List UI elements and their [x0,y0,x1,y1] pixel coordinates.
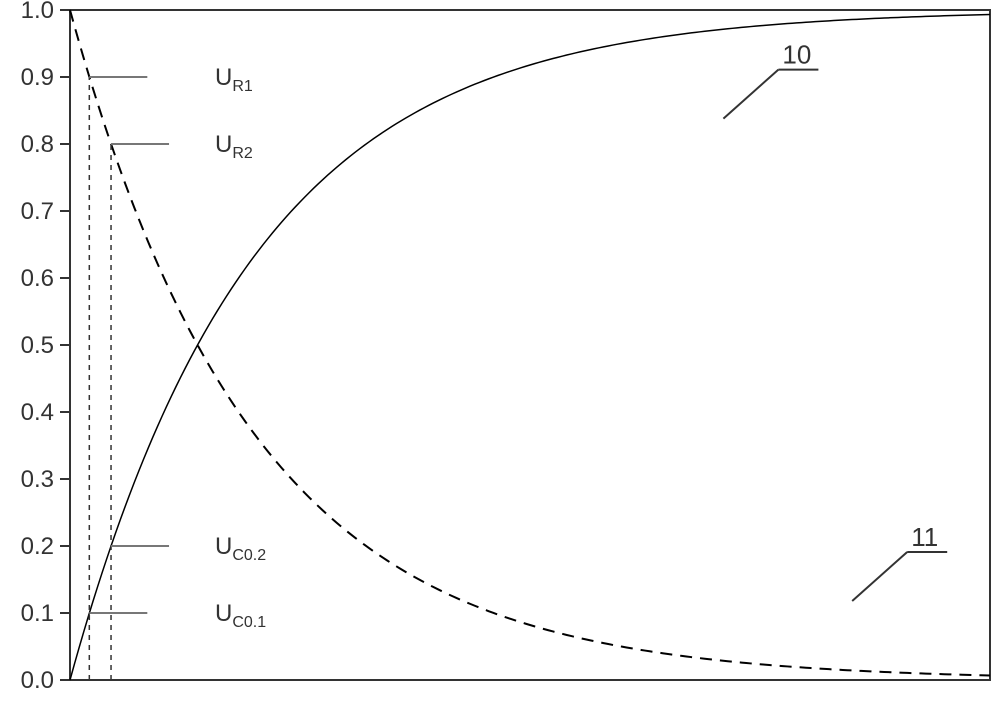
y-tick-label: 0.7 [21,198,54,225]
y-tick-label: 0.3 [21,466,54,493]
y-tick-label: 0.6 [21,265,54,292]
y-tick-label: 0.1 [21,600,54,627]
y-tick-label: 0.2 [21,533,54,560]
y-tick-label: 0.5 [21,332,54,359]
curve-10-label: 10 [782,40,811,70]
y-tick-label: 0.4 [21,399,54,426]
chart-container: 0.00.10.20.30.40.50.60.70.80.91.01011UR1… [0,0,1000,710]
chart-svg: 0.00.10.20.30.40.50.60.70.80.91.01011UR1… [0,0,1000,710]
y-tick-label: 0.8 [21,131,54,158]
y-tick-label: 0.9 [21,64,54,91]
curve-11-label: 11 [911,522,938,552]
y-tick-label: 0.0 [21,667,54,694]
plot-area [70,10,990,680]
y-tick-label: 1.0 [21,0,54,24]
